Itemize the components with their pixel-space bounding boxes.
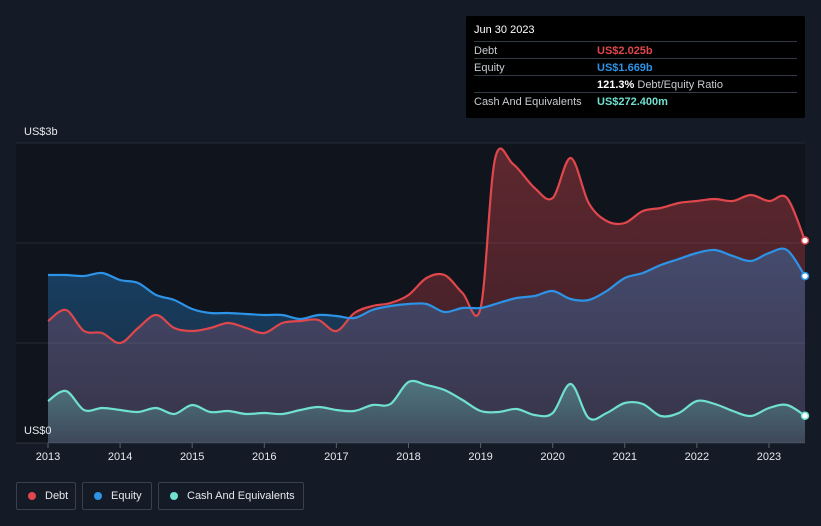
tooltip-ratio-label: Debt/Equity Ratio (637, 79, 723, 91)
x-tick-label: 2020 (540, 451, 564, 463)
equity-area (48, 248, 805, 443)
y-axis-max-label: US$3b (24, 126, 58, 138)
tooltip-label: Equity (474, 62, 505, 74)
cash-and-equivalents-line (47, 379, 806, 421)
x-tick-label: 2015 (180, 451, 204, 463)
tooltip-row-cash: Cash And Equivalents US$272.400m (474, 92, 797, 110)
cash-and-equivalents-area (48, 380, 805, 443)
cash-and-equivalents-end-point (800, 411, 810, 421)
legend-label: Debt (45, 490, 69, 502)
series-end-markers (800, 236, 810, 421)
legend-cash[interactable]: Cash And Equivalents (158, 482, 304, 510)
legend-debt[interactable]: Debt (16, 482, 76, 510)
tooltip-row-debt: Debt US$2.025b (474, 41, 797, 59)
legend-label: Equity (111, 490, 142, 502)
tooltip-value: US$1.669b (597, 62, 653, 74)
x-tick-label: 2016 (252, 451, 276, 463)
tooltip-value: US$272.400m (597, 96, 668, 108)
legend-cash-swatch (170, 492, 178, 500)
x-tick-label: 2019 (468, 451, 492, 463)
debt-end-point (800, 236, 810, 245)
tooltip-row-ratio: 121.3% Debt/Equity Ratio (474, 75, 797, 93)
x-tick-label: 2014 (108, 451, 132, 463)
tooltip-value: US$2.025b (597, 45, 653, 57)
data-tooltip: Jun 30 2023 Debt US$2.025b Equity US$1.6… (466, 16, 805, 118)
y-axis-min-label: US$0 (24, 425, 52, 437)
tooltip-date: Jun 30 2023 (474, 24, 535, 36)
legend-equity-swatch (94, 492, 102, 500)
x-tick-label: 2018 (396, 451, 420, 463)
tooltip-ratio-value: 121.3% (597, 79, 635, 91)
x-axis-ticks: 2013 2014 2015 2016 2017 2018 2019 2020 2021 2022… (36, 443, 781, 463)
legend-label: Cash And Equivalents (187, 490, 295, 502)
x-tick-label: 2017 (324, 451, 348, 463)
x-tick-label: 2021 (613, 451, 637, 463)
tooltip-row-equity: Equity US$1.669b (474, 58, 797, 76)
equity-end-point (800, 271, 810, 281)
legend-equity[interactable]: Equity (82, 482, 152, 510)
x-tick-label: 2022 (685, 451, 709, 463)
tooltip-label: Cash And Equivalents (474, 96, 582, 108)
tooltip-ratio: 121.3% Debt/Equity Ratio (597, 79, 723, 91)
tooltip-label: Debt (474, 45, 498, 57)
legend-debt-swatch (28, 492, 36, 500)
equity-line (47, 247, 806, 321)
x-tick-label: 2013 (36, 451, 60, 463)
series-areas (48, 148, 805, 444)
debt-line (47, 147, 807, 345)
x-tick-label: 2023 (757, 451, 781, 463)
series-lines (47, 147, 807, 421)
